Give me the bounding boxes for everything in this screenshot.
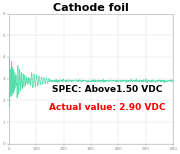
Title: Cathode foil: Cathode foil [53, 3, 129, 13]
Text: Actual value: 2.90 VDC: Actual value: 2.90 VDC [49, 103, 166, 112]
Text: SPEC: Above1.50 VDC: SPEC: Above1.50 VDC [52, 85, 163, 94]
